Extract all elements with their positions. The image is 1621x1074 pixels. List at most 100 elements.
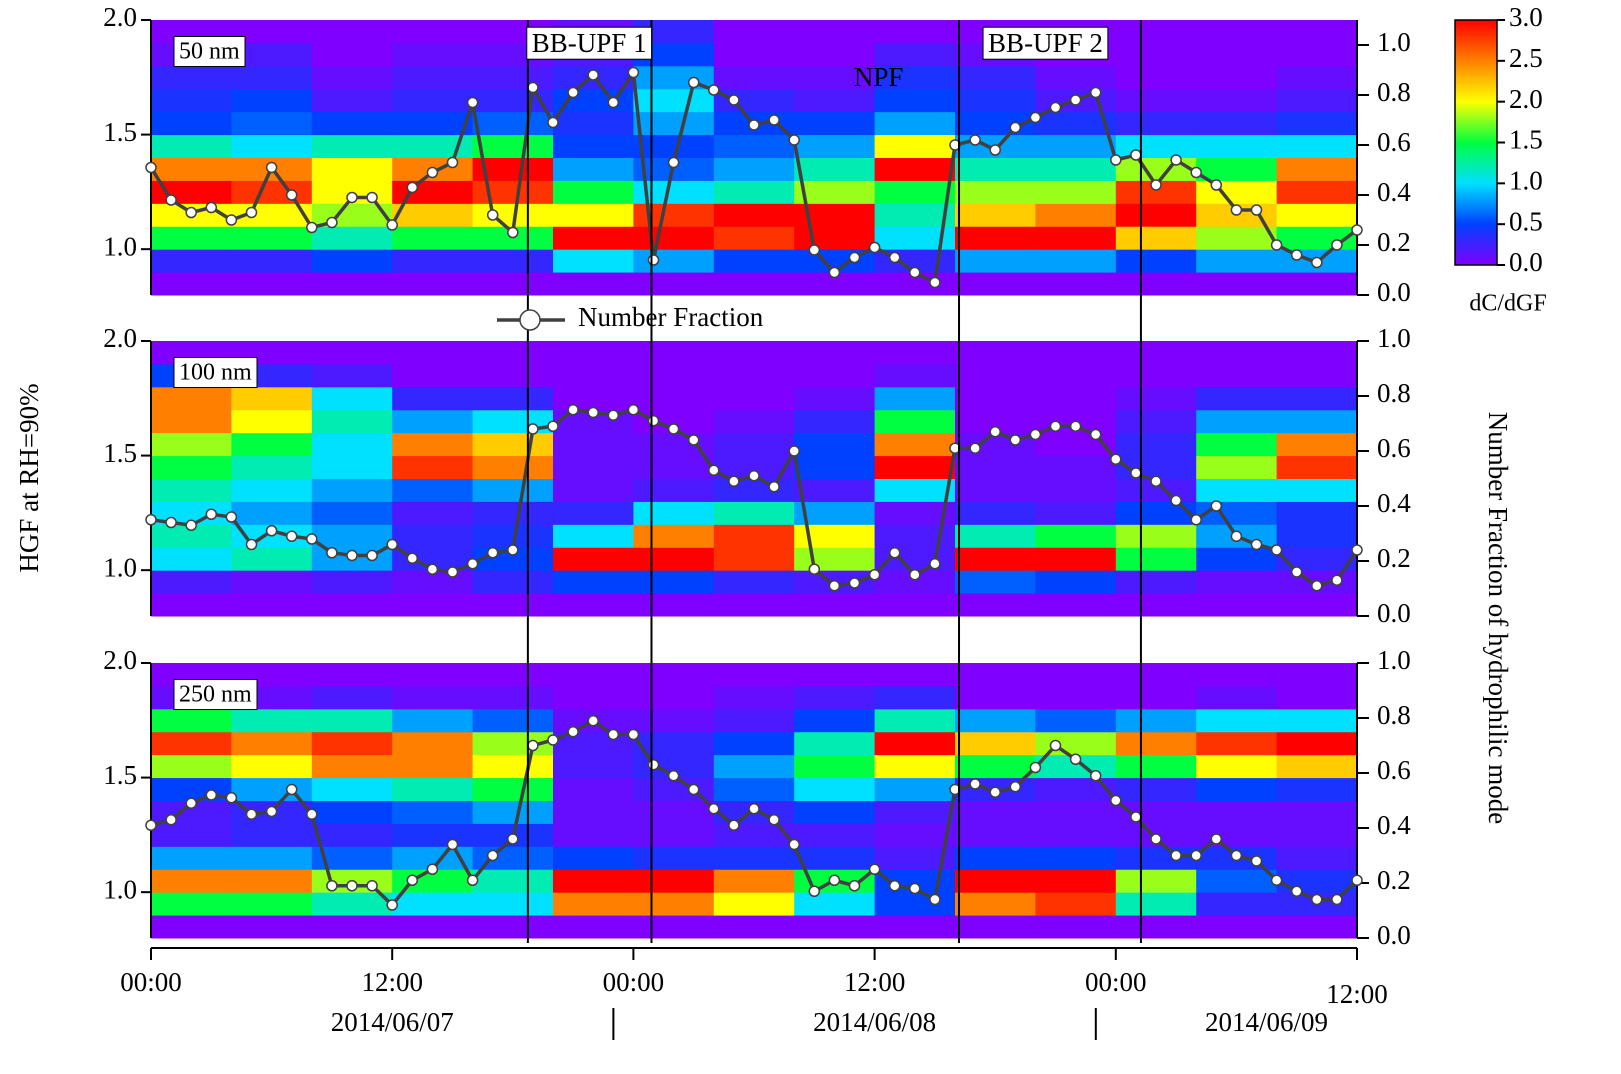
heatmap-cell (713, 363, 795, 388)
heatmap-cell (392, 432, 474, 457)
heatmap-cell (874, 593, 956, 617)
y2-tick-label: 0.8 (1377, 77, 1411, 107)
heatmap-cell (1276, 111, 1358, 136)
heatmap-cell (1035, 892, 1117, 916)
heatmap-cell (553, 478, 634, 502)
fraction-marker (1009, 781, 1022, 793)
fraction-marker (145, 819, 157, 831)
heatmap-cell (392, 708, 474, 733)
heatmap-cell (151, 846, 232, 870)
fraction-marker (165, 516, 177, 529)
fraction-marker (326, 880, 338, 892)
heatmap-cell (874, 157, 956, 181)
heatmap-cell (472, 272, 554, 296)
heatmap-cell (713, 455, 795, 479)
fraction-marker (285, 189, 298, 201)
fraction-marker (1170, 849, 1182, 862)
heatmap-cell (1276, 478, 1358, 502)
heatmap-cell (553, 892, 634, 916)
heatmap-cell (1196, 157, 1278, 181)
heatmap-cell (794, 88, 876, 113)
heatmap-cell (874, 386, 956, 411)
heatmap-cell (553, 363, 634, 388)
heatmap-cell (1196, 455, 1278, 479)
heatmap-cell (392, 409, 474, 434)
fraction-marker (145, 161, 157, 174)
heatmap-cell (794, 593, 876, 617)
heatmap-cell (1115, 547, 1197, 571)
heatmap-cell (1035, 777, 1117, 801)
heatmap-cell (472, 777, 554, 801)
fraction-marker (627, 404, 640, 416)
heatmap-cell (874, 409, 956, 434)
heatmap-cell (231, 501, 313, 525)
y-tick-label: 1.5 (103, 117, 137, 147)
fraction-marker (1110, 794, 1122, 807)
fraction-marker (1069, 420, 1082, 432)
heatmap-cell (794, 134, 876, 158)
fraction-marker (1331, 574, 1343, 586)
heatmap-cell (1276, 409, 1358, 434)
heatmap-cell (874, 42, 956, 67)
heatmap-cell (311, 409, 393, 434)
heatmap-cell (151, 823, 232, 847)
heatmap-cell (553, 226, 634, 250)
heatmap-cell (874, 754, 956, 779)
fraction-marker (1029, 428, 1042, 441)
heatmap-cell (1196, 20, 1278, 44)
heatmap-cell (311, 892, 393, 916)
fraction-marker (969, 442, 981, 454)
fraction-marker (406, 181, 419, 194)
heatmap-cell (633, 20, 715, 44)
heatmap-cell (472, 915, 554, 939)
heatmap-cell (1035, 134, 1117, 158)
fraction-marker (1290, 249, 1303, 261)
fraction-marker (466, 874, 479, 886)
fraction-marker (687, 783, 700, 796)
heatmap-cell (392, 111, 474, 136)
panel-label-box (173, 357, 258, 389)
heatmap-cell (1035, 501, 1117, 525)
heatmap-cell (633, 386, 715, 411)
fraction-marker (145, 514, 157, 526)
heatmap-cell (955, 892, 1036, 916)
heatmap-cell (151, 134, 232, 158)
heatmap-cell (311, 754, 393, 779)
heatmap-cell (874, 892, 956, 916)
fraction-marker (1351, 224, 1363, 236)
heatmap-cell (1115, 180, 1197, 204)
heatmap-cell (151, 547, 232, 571)
heatmap-cell (392, 754, 474, 779)
fraction-marker (768, 114, 780, 126)
heatmap-cell (553, 754, 634, 779)
heatmap-cell (1276, 593, 1358, 617)
fraction-marker (1130, 149, 1142, 161)
fraction-marker (708, 84, 720, 96)
heatmap-cell (1035, 363, 1117, 388)
heatmap-cell (1276, 363, 1358, 388)
heatmap-cell (1115, 88, 1197, 113)
fraction-marker (888, 880, 901, 892)
fraction-marker (587, 69, 599, 81)
heatmap-cell (633, 134, 715, 158)
fraction-marker (989, 144, 1001, 156)
heatmap-cell (633, 685, 715, 710)
heatmap-cell (794, 478, 876, 502)
heatmap-cell (633, 593, 715, 617)
heatmap-cell (713, 88, 795, 113)
fraction-marker (326, 547, 338, 559)
fraction-marker (306, 221, 318, 234)
heatmap-cell (713, 663, 795, 687)
fraction-marker (426, 563, 439, 575)
fraction-marker (446, 156, 459, 169)
heatmap-cell (1276, 455, 1358, 479)
heatmap-cell (151, 478, 232, 502)
heatmap-cell (472, 478, 554, 502)
y2-tick-label: 1.0 (1377, 645, 1411, 675)
heatmap-cell (955, 708, 1036, 733)
heatmap-cell (231, 915, 313, 939)
heatmap-cell (553, 570, 634, 594)
heatmap-cell (553, 800, 634, 824)
heatmap-cell (1196, 800, 1278, 824)
heatmap-cell (713, 203, 795, 227)
